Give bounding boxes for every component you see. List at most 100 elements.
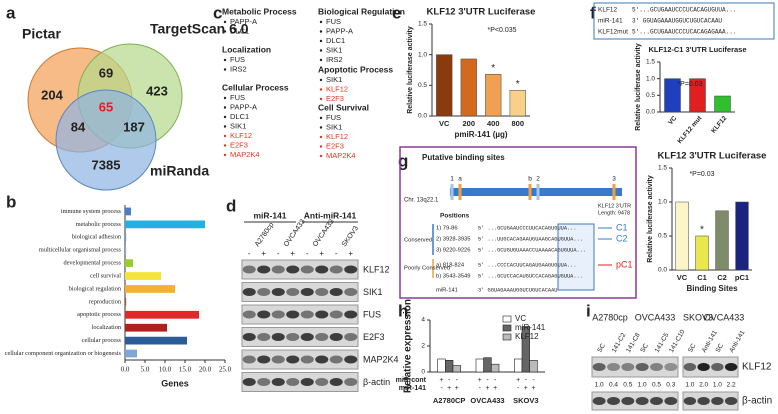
y-tick-label: 0.5 <box>658 233 667 240</box>
bullet <box>223 30 227 33</box>
bar <box>485 74 502 117</box>
treatment-sign: - <box>448 377 451 384</box>
go-gene: MAP2K4 <box>230 150 260 159</box>
ratio-label: 0.5 <box>623 382 632 389</box>
blot-band <box>286 355 300 364</box>
blot-band <box>315 310 329 319</box>
legend-swatch <box>502 315 512 323</box>
group-label: Poorly Conserved <box>404 266 450 272</box>
site-mark <box>528 184 532 200</box>
blot-band <box>592 363 606 371</box>
lane-label: SC <box>687 342 698 354</box>
venn-set-label: Pictar <box>22 26 61 42</box>
blot-strip <box>241 304 359 325</box>
panel-label: c <box>213 3 222 22</box>
go-term-title: Metabolic Process <box>222 6 297 16</box>
blot-band <box>242 288 256 296</box>
y-tick-label: 0.0 <box>418 113 427 120</box>
sequence-label: KLF12 <box>598 7 618 14</box>
bar <box>437 358 446 373</box>
bar <box>125 349 137 358</box>
blot-band <box>257 355 271 364</box>
x-tick-label: 0.0 <box>121 366 130 374</box>
treatment-sign: + <box>455 385 459 392</box>
go-gene: SIK1 <box>230 121 246 130</box>
legend-swatch <box>502 333 512 341</box>
bar <box>735 201 749 271</box>
blot-strip <box>241 349 359 370</box>
blot-band <box>271 265 285 274</box>
treatment-sign: + <box>493 385 497 392</box>
ratio-label: 1.0 <box>685 382 694 389</box>
y-tick-label: 0.5 <box>418 82 427 89</box>
protein-label: MAP2K4 <box>363 354 399 364</box>
blot-strip <box>591 391 679 411</box>
ratio-label: 2.0 <box>699 382 708 389</box>
bar <box>125 298 127 306</box>
x-axis-label: pmiR-141 (µg) <box>454 130 507 139</box>
position: 1) 79-86 <box>436 226 458 232</box>
site-mark-label: 1 <box>450 176 454 183</box>
venn-set-label: miRanda <box>150 163 209 179</box>
x-tick-label: 25.0 <box>219 366 232 374</box>
y-tick-label: cellular process <box>82 337 122 344</box>
y-tick-label: biological regulation <box>69 285 122 292</box>
treatment-sign: + <box>439 377 443 384</box>
bullet <box>319 30 323 33</box>
treatment-label: miR-141 <box>399 385 426 392</box>
blot-group: OVCA433 <box>635 312 676 322</box>
protein-label: KLF12 <box>363 264 390 274</box>
blot-band <box>329 265 343 274</box>
position: b) 3543-3549 <box>436 274 471 280</box>
x-tick-label: OVCA433 <box>470 396 504 405</box>
panel-label: h <box>398 301 408 320</box>
bar <box>475 358 484 373</box>
ratio-label: 0.3 <box>666 382 675 389</box>
bullet <box>223 58 227 62</box>
y-tick-label: developmental process <box>63 260 121 267</box>
bar <box>460 58 477 117</box>
bullet <box>319 145 323 148</box>
bullet <box>223 115 227 119</box>
annotation: *P=0.03 <box>689 171 714 178</box>
panel-label: b <box>6 192 16 211</box>
panel-label: d <box>226 196 236 215</box>
blot-band <box>242 378 256 386</box>
bullet <box>223 106 227 109</box>
site-mark-label: 2 <box>536 176 540 183</box>
go-gene: DLC1 <box>230 26 249 35</box>
chart-title: KLF12 3'UTR Luciferase <box>427 7 536 18</box>
bar <box>436 54 453 117</box>
go-gene: KLF12 <box>326 84 348 93</box>
y-tick-label: apoptotic process <box>77 311 121 318</box>
blot-band <box>650 397 663 405</box>
bar <box>125 259 133 267</box>
site-mark-label: b <box>528 176 532 183</box>
site-mark-label: 3 <box>612 176 616 183</box>
sequence-label: miR-141 <box>598 18 623 25</box>
bar <box>514 358 523 373</box>
go-term-title: Biological Regulation <box>318 6 405 16</box>
bullet <box>319 154 323 158</box>
position: 3) 9220-9226 <box>436 248 471 254</box>
lane-label: SKOV3 <box>341 225 360 248</box>
blot-band <box>300 310 314 319</box>
blot-band <box>344 288 358 296</box>
x-axis-label: Binding Sites <box>686 284 738 293</box>
chart-title: KLF12-C1 3'UTR Luciferase <box>648 45 746 54</box>
x-tick-label: 200 <box>462 119 475 128</box>
blot-band <box>271 355 285 364</box>
site-sequence: 5' ...GCUGUGUAAACCUAAAACAGUGUUA... <box>478 247 586 253</box>
protein-label: KLF12 <box>742 362 772 373</box>
x-tick-label: 5.0 <box>141 366 150 374</box>
x-tick-label: 800 <box>511 119 524 128</box>
blot-band <box>329 355 343 364</box>
blot-band <box>724 397 738 405</box>
y-tick-label: 1.0 <box>418 51 427 58</box>
venn-count: 187 <box>123 119 145 134</box>
y-axis-label: Relative luciferase activity <box>635 43 642 131</box>
go-term-title: Apoptotic Process <box>318 64 393 74</box>
blot-band <box>329 333 343 341</box>
utr-label: Length: 9478 <box>598 210 630 216</box>
y-tick-label: 1.0 <box>646 75 655 82</box>
